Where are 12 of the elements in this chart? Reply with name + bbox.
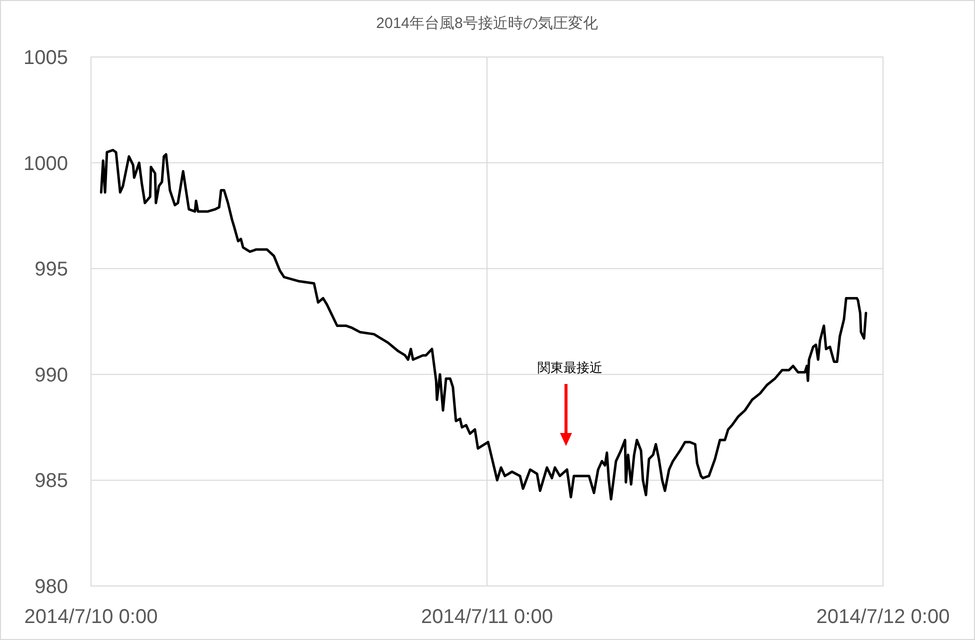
x-tick-label: 2014/7/11 0:00 — [421, 606, 553, 628]
x-tick-label: 2014/7/10 0:00 — [24, 606, 158, 628]
annotation: 関東最接近 — [538, 360, 602, 375]
line-series — [100, 148, 868, 500]
y-tick-label: 985 — [34, 470, 68, 492]
y-tick-label: 995 — [34, 258, 68, 281]
chart-title: 2014年台風8号接近時の気圧変化 — [376, 15, 598, 32]
y-tick-label: 980 — [34, 576, 68, 598]
y-tick-label: 990 — [34, 364, 68, 386]
y-tick-label: 1005 — [24, 47, 68, 69]
y-tick-label: 1000 — [24, 152, 68, 175]
x-tick-label: 2014/7/12 0:00 — [816, 606, 950, 628]
